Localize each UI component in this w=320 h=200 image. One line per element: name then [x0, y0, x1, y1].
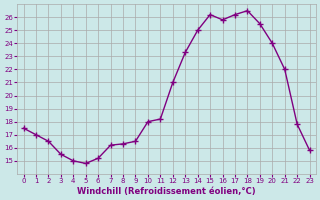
X-axis label: Windchill (Refroidissement éolien,°C): Windchill (Refroidissement éolien,°C) [77, 187, 256, 196]
